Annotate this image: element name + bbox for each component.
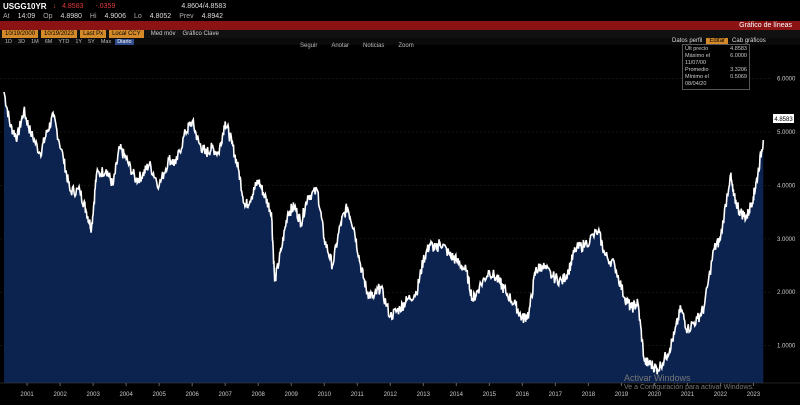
x-tick-label: 2006 bbox=[186, 392, 200, 398]
period-tabs: 1D 3D 1M 6M YTD 1Y 5Y Max Diario bbox=[0, 38, 800, 45]
key-chart-link[interactable]: Gráfico Clave bbox=[182, 31, 219, 37]
legend-max-label: Máximo el 11/07/00 bbox=[685, 53, 711, 66]
prev-label: Prev bbox=[179, 13, 194, 20]
x-tick-label: 2008 bbox=[252, 392, 266, 398]
tab-max[interactable]: Max bbox=[100, 38, 112, 45]
tab-1m[interactable]: 1M bbox=[31, 38, 39, 45]
tab-ytd[interactable]: YTD bbox=[58, 38, 70, 45]
x-tick-label: 2020 bbox=[648, 392, 662, 398]
quote-details: At 14:09 Op 4.8980 Hi 4.9006 Lo 4.8052 P… bbox=[0, 12, 800, 21]
watermark-title: Activar Windows bbox=[624, 373, 691, 383]
x-tick-label: 2002 bbox=[53, 392, 67, 398]
chart-legend[interactable]: Últ precio 4.8583 Máximo el 11/07/00 6.000… bbox=[682, 44, 750, 90]
down-arrow-icon: ↓ bbox=[52, 2, 57, 10]
currency-select[interactable]: Local CCY bbox=[109, 30, 144, 38]
title-bar: Gráfico de líneas bbox=[0, 21, 800, 30]
low-value: 4.8052 bbox=[149, 13, 172, 20]
x-tick-label: 2016 bbox=[516, 392, 530, 398]
quote-header: USGG10YR ↓ 4.8583 -.0359 4.8604/4.8583 bbox=[0, 0, 800, 12]
tab-1d[interactable]: 1D bbox=[5, 38, 13, 45]
legend-row-max: Máximo el 11/07/00 6.0000 bbox=[685, 53, 747, 67]
x-tick-label: 2015 bbox=[483, 392, 497, 398]
datos-perfil-button[interactable]: Datos perfil bbox=[672, 38, 703, 44]
x-tick-label: 2018 bbox=[582, 392, 596, 398]
tab-1y[interactable]: 1Y bbox=[75, 38, 83, 45]
legend-row-min: Mínimo el 08/04/20 0.5069 bbox=[685, 74, 747, 88]
y-tick-label: 2.0000 bbox=[777, 290, 796, 296]
last-value-marker: 4.8583 bbox=[773, 114, 794, 123]
legend-last-label: Últ precio bbox=[685, 46, 709, 52]
x-tick-label: 2021 bbox=[681, 392, 695, 398]
ticker-symbol[interactable]: USGG10YR bbox=[3, 1, 47, 11]
chart-options-row: 10/19/2000 10/19/2023 Last Px Local CCY … bbox=[0, 30, 800, 38]
watermark-subtitle: Ve a Configuración para activar Windows. bbox=[624, 384, 754, 391]
tab-diario[interactable]: Diario bbox=[115, 38, 134, 45]
price-field-select[interactable]: Last Px bbox=[80, 30, 107, 38]
legend-min-value: 0.5069 bbox=[730, 74, 747, 80]
last-price: 4.8583 bbox=[62, 2, 84, 10]
cab-graficos-button[interactable]: Cab gráficos bbox=[732, 38, 766, 44]
bid-ask: 4.8604/4.8583 bbox=[181, 2, 227, 10]
tab-3d[interactable]: 3D bbox=[18, 38, 26, 45]
noticias-tool[interactable]: Noticias bbox=[363, 43, 385, 49]
tab-5y[interactable]: 5Y bbox=[88, 38, 95, 45]
x-tick-label: 2022 bbox=[714, 392, 728, 398]
price-change: -.0359 bbox=[95, 2, 116, 10]
x-tick-label: 2011 bbox=[351, 392, 365, 398]
x-tick-label: 2004 bbox=[119, 392, 133, 398]
open-label: Op bbox=[43, 13, 53, 20]
moving-average-link[interactable]: Med móv bbox=[150, 31, 176, 37]
open-value: 4.8980 bbox=[60, 13, 82, 20]
end-date-field[interactable]: 10/19/2023 bbox=[41, 30, 78, 38]
legend-min-label: Mínimo el 08/04/20 bbox=[685, 74, 709, 87]
start-date-field[interactable]: 10/19/2000 bbox=[2, 30, 39, 38]
chart-type-title: Gráfico de líneas bbox=[739, 22, 792, 29]
prev-value: 4.8942 bbox=[201, 13, 224, 20]
activation-watermark: Activar Windows Ve a Configuración para … bbox=[624, 373, 754, 393]
x-tick-label: 2005 bbox=[152, 392, 166, 398]
x-tick-label: 2001 bbox=[20, 392, 34, 398]
zoom-tool[interactable]: Zoom bbox=[398, 43, 414, 49]
y-tick-label: 4.0000 bbox=[777, 183, 796, 189]
y-tick-label: 5.0000 bbox=[777, 130, 796, 136]
x-axis-labels: 2001 2002 2003 2004 2005 2006 2007 2008 2009 2010… bbox=[20, 383, 761, 398]
x-tick-label: 2023 bbox=[747, 392, 761, 398]
x-tick-label: 2009 bbox=[285, 392, 299, 398]
quote-time: 14:09 bbox=[17, 13, 36, 20]
y-tick-label: 3.0000 bbox=[777, 237, 796, 243]
editar-button[interactable]: Editar bbox=[706, 38, 729, 44]
area-fill bbox=[4, 92, 764, 383]
legend-row-last: Últ precio 4.8583 bbox=[685, 46, 747, 53]
right-toolbar: Datos perfil Editar Cab gráficos bbox=[672, 38, 766, 44]
price-line bbox=[3, 91, 765, 375]
legend-avg-value: 3.3206 bbox=[730, 67, 747, 73]
x-tick-label: 2013 bbox=[417, 392, 431, 398]
anotar-tool[interactable]: Anotar bbox=[331, 43, 350, 49]
y-tick-label: 1.0000 bbox=[777, 344, 796, 350]
x-tick-label: 2003 bbox=[86, 392, 100, 398]
legend-max-value: 6.0000 bbox=[730, 53, 747, 59]
last-value-label: 4.8583 bbox=[774, 117, 793, 123]
x-tick-label: 2007 bbox=[219, 392, 233, 398]
legend-avg-label: Promedio bbox=[685, 67, 709, 73]
high-value: 4.9006 bbox=[104, 13, 126, 20]
seguir-tool[interactable]: Seguir bbox=[300, 43, 318, 49]
x-tick-label: 2019 bbox=[615, 392, 629, 398]
legend-last-value: 4.8583 bbox=[730, 46, 747, 52]
x-tick-label: 2010 bbox=[318, 392, 332, 398]
legend-row-avg: Promedio 3.3206 bbox=[685, 67, 747, 74]
x-tick-label: 2017 bbox=[549, 392, 563, 398]
high-label: Hi bbox=[89, 13, 97, 20]
y-axis-labels: 1.0000 2.0000 3.0000 4.0000 5.0000 6.0000 bbox=[777, 77, 796, 350]
chart-toolbar: Seguir Anotar Noticias Zoom bbox=[300, 43, 414, 49]
x-tick-label: 2014 bbox=[450, 392, 464, 398]
x-tick-label: 2012 bbox=[384, 392, 398, 398]
time-label: At bbox=[3, 13, 10, 20]
low-label: Lo bbox=[133, 13, 142, 20]
tab-6m[interactable]: 6M bbox=[44, 38, 53, 45]
y-tick-label: 6.0000 bbox=[777, 77, 796, 83]
